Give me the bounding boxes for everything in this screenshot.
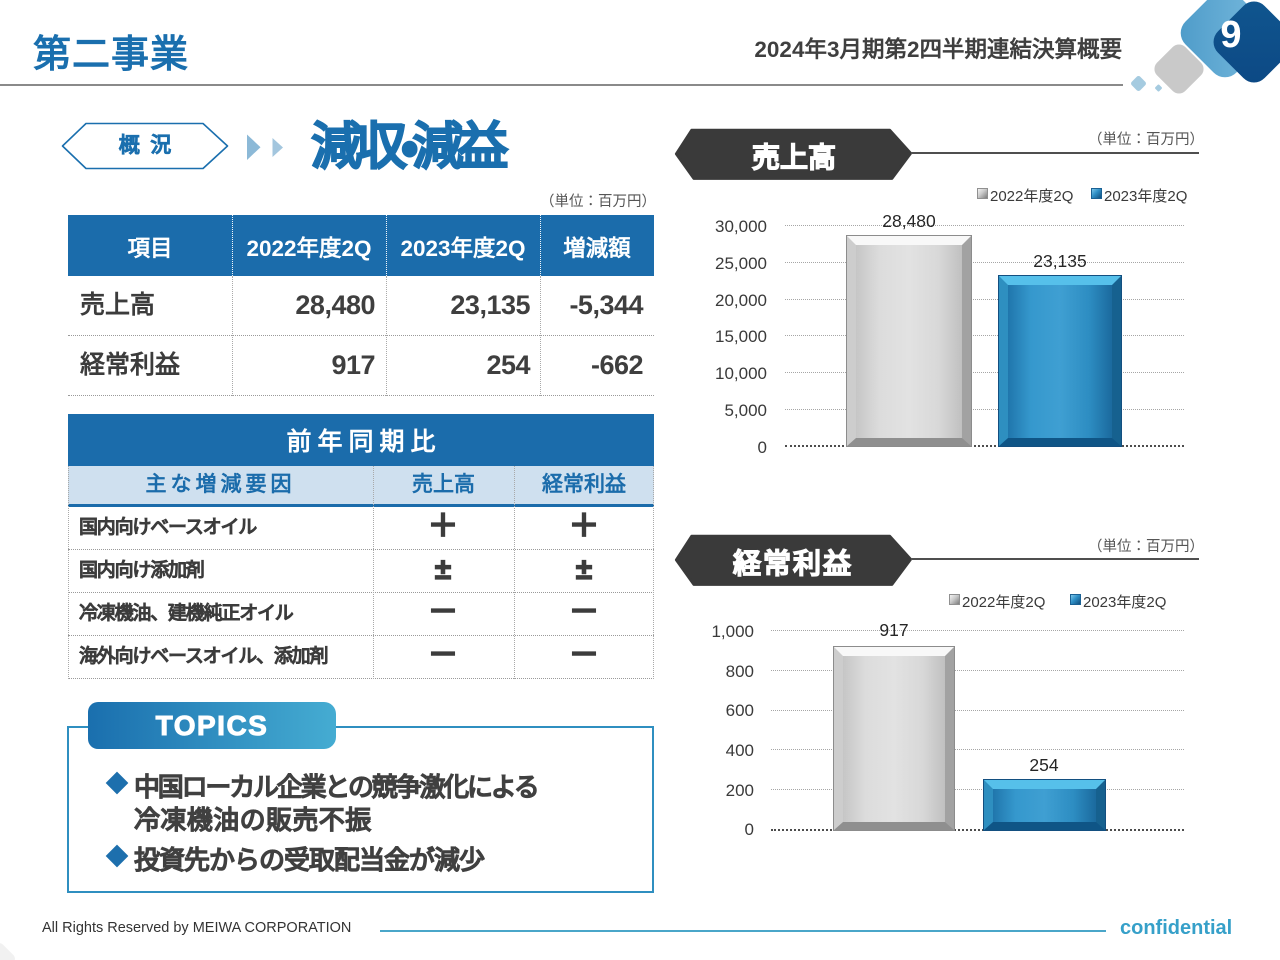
svg-text:9: 9 xyxy=(1220,14,1241,56)
